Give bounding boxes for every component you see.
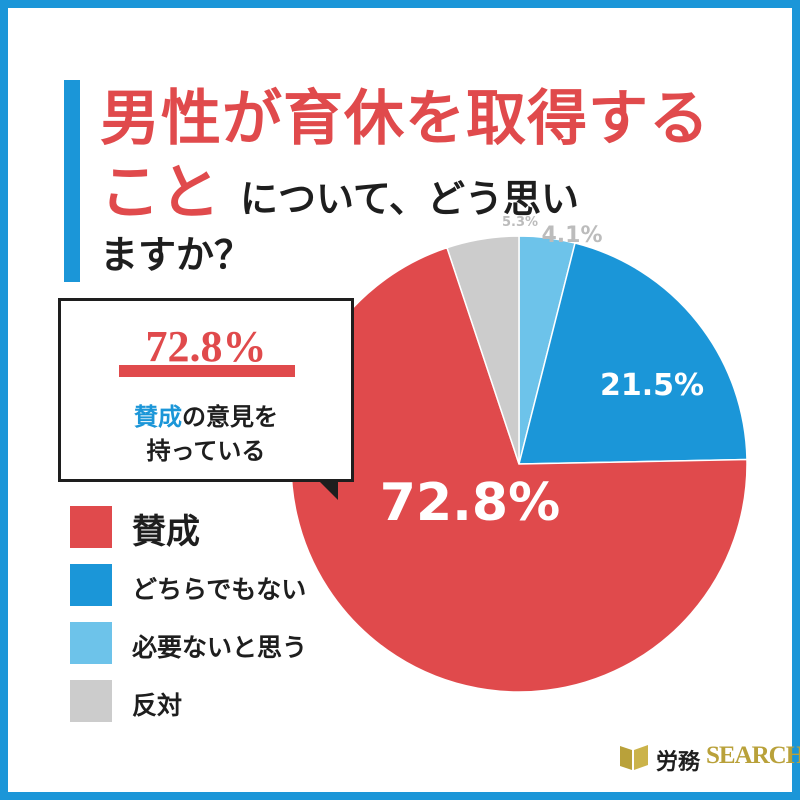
callout-description-line-2: 持っている <box>146 439 266 465</box>
legend-label-oppose: 反対 <box>132 693 183 720</box>
callout-percent: 72.8% <box>145 322 267 371</box>
title-accent-bar <box>64 80 80 282</box>
title-line-2-highlight: こと <box>100 158 220 228</box>
legend-swatch-unneeded <box>70 622 112 664</box>
callout-description-line-1: 賛成の意見を <box>61 397 351 432</box>
title-line-1: 男性が育休を取得する <box>100 84 710 154</box>
label-neither: 21.5% <box>600 368 704 403</box>
label-oppose: 5.3% <box>502 215 538 230</box>
legend-label-neither: どちらでもない <box>132 577 307 604</box>
legend-swatch-oppose <box>70 680 112 722</box>
label-unneeded: 4.1% <box>541 223 602 248</box>
callout-highlight-word: 賛成 <box>134 405 182 431</box>
legend-swatch-neither <box>70 564 112 606</box>
brand-name-part-1: 労務 <box>656 749 701 774</box>
slice-oppose <box>446 235 520 465</box>
legend-label-agree: 賛成 <box>132 514 200 551</box>
legend-label-unneeded: 必要ないと思う <box>132 635 308 662</box>
callout-description-rest: の意見を <box>182 405 278 431</box>
title-line-2: について、どう思い <box>240 177 579 221</box>
highlight-callout: 72.8% 賛成の意見を 持っている <box>58 298 354 482</box>
slice-neither <box>518 242 748 465</box>
brand-book-icon <box>620 745 648 770</box>
brand-name-part-2: SEARCH <box>706 742 800 769</box>
title-line-3: ますか？ <box>100 233 253 277</box>
label-agree: 72.8% <box>380 473 560 533</box>
callout-underline <box>119 365 295 377</box>
legend-swatch-agree <box>70 506 112 548</box>
